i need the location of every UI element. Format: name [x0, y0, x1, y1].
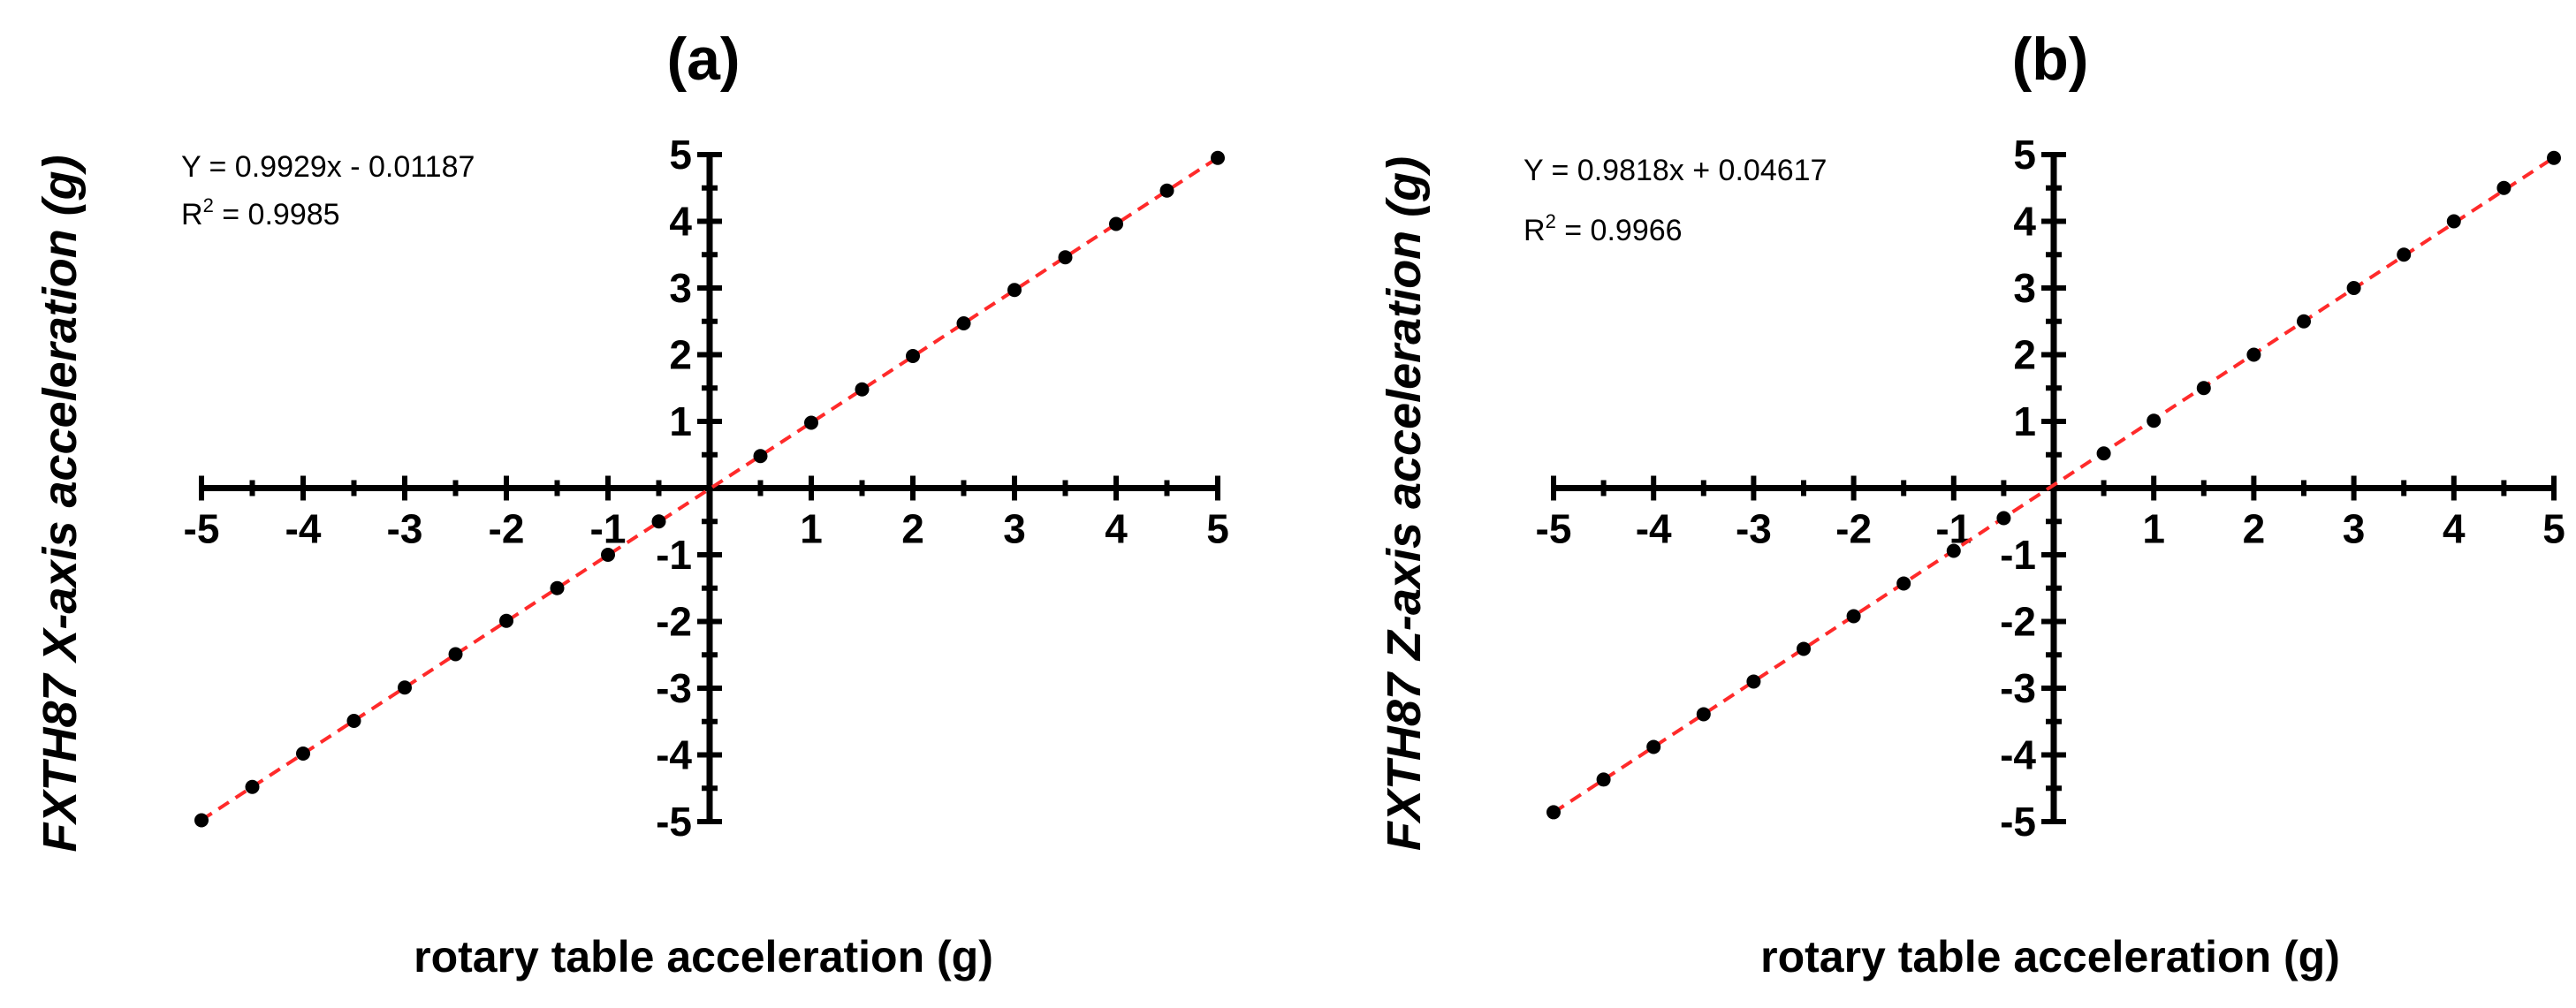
panel-b-y-axis-label: FXTH87 Z-axis acceleration (g): [1378, 156, 1431, 851]
panel-a-y-tick-label: -1: [656, 532, 692, 578]
panel-b-data-point: [1996, 511, 2011, 526]
panel-b-y-tick-label: -3: [2000, 665, 2036, 711]
panel-b-y-tick-label: 5: [2013, 132, 2036, 178]
panel-a-x-tick-label: 1: [800, 506, 823, 552]
panel-a-data-point: [245, 779, 260, 794]
panel-a-x-tick-label: -1: [590, 506, 627, 552]
panel-b-data-point: [1946, 543, 1961, 558]
panel-b-data-point: [1546, 805, 1561, 820]
panel-a-data-point: [550, 580, 565, 595]
panel-a-data-point: [956, 316, 971, 331]
panel-b-x-tick-label: 3: [2343, 506, 2366, 552]
panel-a-data-point: [753, 449, 768, 464]
panel-b-y-tick-label: 4: [2013, 199, 2036, 245]
panel-a-y-tick-label: -2: [656, 599, 692, 645]
panel-a-data-point: [499, 613, 513, 628]
panel-a-y-tick-label: 1: [669, 398, 692, 444]
panel-b-y-tick-label: 2: [2013, 332, 2036, 378]
panel-a-data-point: [651, 514, 666, 529]
panel-b-x-tick-label: 4: [2443, 506, 2466, 552]
panel-b: (b) FXTH87 Z-axis acceleration (g) rotar…: [1378, 26, 2565, 981]
panel-b-y-tick-label: -1: [2000, 532, 2036, 578]
panel-a-x-axis-label: rotary table acceleration (g): [414, 932, 993, 981]
panel-b-fit-equation: Y = 0.9818x + 0.04617: [1524, 154, 1827, 187]
panel-a-x-tick-label: -3: [387, 506, 423, 552]
panel-a-data-point: [398, 680, 412, 695]
panel-b-y-tick-label: -5: [2000, 799, 2036, 845]
panel-a-x-tick-label: 2: [901, 506, 924, 552]
panel-a-x-tick-label: -5: [184, 506, 220, 552]
panel-b-data-point: [2297, 314, 2311, 329]
panel-b-x-tick-label: 5: [2542, 506, 2565, 552]
panel-b-x-tick-label: -4: [1636, 506, 1672, 552]
panel-a-data-point: [1211, 150, 1225, 165]
panel-a-data-point: [855, 382, 870, 397]
panel-a-y-tick-label: -4: [656, 732, 692, 778]
panel-b-fit-line: [1552, 155, 2556, 815]
panel-b-data-point: [2096, 446, 2111, 461]
panel-b-data-point: [1696, 707, 1711, 722]
panel-a-y-tick-label: 5: [669, 132, 692, 178]
panel-b-data-point: [2496, 180, 2511, 195]
panel-a: (a) FXTH87 X-axis acceleration (g) rotar…: [34, 26, 1229, 981]
panel-a-y-axis-label: FXTH87 X-axis acceleration (g): [34, 155, 87, 852]
panel-b-x-tick-label: -3: [1736, 506, 1772, 552]
panel-b-y-tick-label: -4: [2000, 732, 2036, 778]
panel-a-x-tick-label: -4: [285, 506, 322, 552]
panel-b-x-tick-label: -2: [1835, 506, 1872, 552]
panel-a-x-tick-label: -2: [489, 506, 525, 552]
panel-b-data-point: [2547, 150, 2561, 165]
panel-a-y-tick-label: 3: [669, 265, 692, 311]
panel-a-data-point: [1007, 283, 1022, 298]
panel-a-data-point: [906, 349, 920, 364]
panel-b-x-tick-label: 2: [2243, 506, 2266, 552]
panel-b-y-tick-label: 3: [2013, 265, 2036, 311]
panel-a-data-point: [1109, 216, 1123, 231]
panel-a-y-tick-label: -3: [656, 665, 692, 711]
panel-a-data-point: [804, 415, 818, 430]
panel-a-data-point: [1159, 183, 1174, 198]
panel-a-fit-equation: Y = 0.9929x - 0.01187: [181, 150, 475, 184]
panel-a-data-point: [448, 647, 463, 662]
panel-b-data-point: [1596, 772, 1611, 787]
panel-b-x-tick-label: 1: [2142, 506, 2165, 552]
panel-b-data-point: [1896, 576, 1911, 591]
panel-b-y-tick-label: -2: [2000, 599, 2036, 645]
panel-a-r-squared: R2 = 0.9985: [181, 194, 340, 231]
panel-a-x-tick-label: 3: [1003, 506, 1026, 552]
panel-b-data-point: [1797, 641, 1811, 656]
panel-a-plot-area: -5 -4 -3 -2 -1 1 2 3 4 5 5 4 3 2 1 -1 -2 -3 -4 -5: [184, 132, 1229, 845]
panel-a-y-tick-label: 2: [669, 332, 692, 378]
panel-b-data-point: [2446, 214, 2461, 229]
panel-a-title: (a): [666, 26, 740, 93]
panel-b-title: (b): [2012, 26, 2089, 93]
panel-b-data-point: [1846, 609, 1861, 624]
panel-a-data-point: [346, 713, 361, 728]
panel-b-data-point: [2246, 347, 2261, 362]
panel-a-y-tick-label: -5: [656, 799, 692, 845]
panel-b-data-point: [1646, 739, 1661, 754]
panel-a-data-point: [296, 746, 310, 761]
panel-b-data-point: [2346, 281, 2361, 295]
panel-b-data-point: [2397, 247, 2412, 262]
panel-b-y-tick-label: 1: [2013, 398, 2036, 444]
panel-b-data-point: [2147, 413, 2162, 428]
panel-a-y-tick-label: 4: [669, 199, 692, 245]
panel-b-x-tick-label: -5: [1536, 506, 1572, 552]
panel-a-x-tick-label: 5: [1206, 506, 1229, 552]
panel-b-data-point: [2196, 381, 2211, 396]
panel-a-data-point: [1058, 250, 1073, 265]
panel-b-data-point: [1746, 674, 1761, 689]
panel-a-data-point: [194, 813, 209, 828]
panel-a-x-tick-label: 4: [1105, 506, 1128, 552]
panel-a-data-point: [601, 548, 615, 562]
panel-b-r-squared: R2 = 0.9966: [1524, 210, 1683, 247]
panel-b-x-axis-label: rotary table acceleration (g): [1760, 932, 2340, 981]
